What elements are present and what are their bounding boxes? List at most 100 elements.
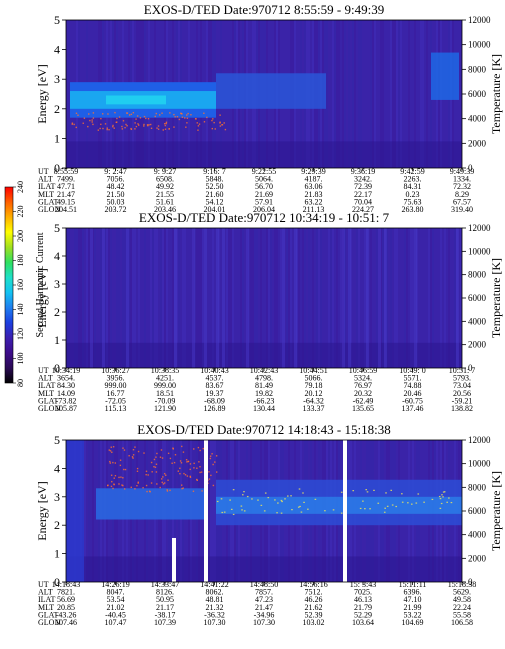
orbit-cell: 135.65 xyxy=(352,404,374,413)
orbit-cell: 57.91 xyxy=(255,197,273,206)
orbit-cell: 103.64 xyxy=(352,618,374,627)
orbit-cell: 204.51 xyxy=(55,205,77,214)
spectrogram xyxy=(66,440,462,582)
orbit-cell: 5793. xyxy=(453,374,471,383)
orbit-cell: 10:44:51 xyxy=(299,366,327,375)
orbit-cell: 21.32 xyxy=(206,603,224,612)
orbit-cell: 126.89 xyxy=(204,404,226,413)
y-tick-label: 5 xyxy=(54,13,60,27)
colorbar-tick-label: 100 xyxy=(16,353,25,365)
orbit-cell: 224.27 xyxy=(352,205,374,214)
orbit-cell: 9:22:55 xyxy=(252,167,276,176)
orbit-cell: 8:55:59 xyxy=(54,167,78,176)
orbit-cell: 5848. xyxy=(206,175,224,184)
orbit-cell: 204.01 xyxy=(204,205,226,214)
orbit-cell: 84.31 xyxy=(404,182,422,191)
y-right-tick-label: 4000 xyxy=(468,530,487,540)
colorbar: 80 100 120 140 160 180 200 220 240 Second Harmon… xyxy=(4,181,46,387)
orbit-cell: 10:51: 7 xyxy=(449,366,475,375)
orbit-cell: 7512. xyxy=(305,588,323,597)
y-right-tick-label: 0 xyxy=(468,163,473,173)
panel-orbit-1: EXOS-D/TED Date:970712 8:55:59 - 9:49:39… xyxy=(35,2,503,214)
orbit-cell: 50.03 xyxy=(107,197,125,206)
orbit-cell: 50.95 xyxy=(156,595,174,604)
orbit-cell: 3242. xyxy=(354,175,372,184)
data-gap xyxy=(204,440,208,582)
orbit-cell: 21.60 xyxy=(206,190,224,199)
y-right-tick-label: 8000 xyxy=(468,64,487,74)
orbit-cell: 14:18:43 xyxy=(52,580,80,589)
colorbar-ticks: 80 100 120 140 160 180 200 220 240 xyxy=(13,181,25,387)
orbit-cell: -60.75 xyxy=(402,396,423,405)
spectrogram xyxy=(66,228,462,368)
orbit-cell: 1334. xyxy=(453,175,471,184)
orbit-cell: -34.96 xyxy=(254,610,275,619)
orbit-cell: 15:18:38 xyxy=(448,580,476,589)
orbit-cell: 53.22 xyxy=(404,610,422,619)
colorbar-strip xyxy=(4,186,14,384)
orbit-cell: 18.51 xyxy=(156,389,174,398)
orbit-cell: -59.21 xyxy=(452,396,473,405)
orbit-cell: -62.49 xyxy=(353,396,374,405)
orbit-row-label: UT xyxy=(38,366,49,375)
y-right-tick-label: 6000 xyxy=(468,89,487,99)
colorbar-tick-label: 240 xyxy=(16,181,25,193)
y-right-tick-label: 2000 xyxy=(468,553,487,563)
orbit-cell: 72.32 xyxy=(453,182,471,191)
orbit-cell: 21.47 xyxy=(255,603,273,612)
y-axis-label: Energy [eV] xyxy=(35,64,49,123)
orbit-cell: 4187. xyxy=(305,175,323,184)
orbit-cell: 5324. xyxy=(354,374,372,383)
orbit-cell: -38.17 xyxy=(155,610,176,619)
y-tick-label: 2 xyxy=(54,305,60,319)
orbit-cell: 107.39 xyxy=(154,618,176,627)
y-right-tick-label: 10000 xyxy=(468,246,491,256)
orbit-cell: 67.57 xyxy=(453,197,471,206)
y-right-tick-label: 0 xyxy=(468,363,473,373)
y-tick-label: 1 xyxy=(54,547,60,561)
panel-title: EXOS-D/TED Date:970712 10:34:19 - 10:51:… xyxy=(139,210,390,225)
orbit-cell: 3654. xyxy=(57,374,75,383)
y-axis-label: Energy [eV] xyxy=(35,268,49,327)
colorbar-tick-label: 140 xyxy=(16,304,25,316)
y-tick-label: 4 xyxy=(54,249,60,263)
orbit-cell: 20.46 xyxy=(404,389,422,398)
orbit-cell: 16.77 xyxy=(107,389,125,398)
orbit-cell: 53.54 xyxy=(107,595,125,604)
orbit-cell: 138.82 xyxy=(451,404,473,413)
y-tick-label: 4 xyxy=(54,43,60,57)
orbit-cell: 56.69 xyxy=(57,595,75,604)
orbit-cell: 10:42:43 xyxy=(250,366,278,375)
y-right-tick-label: 2000 xyxy=(468,138,487,148)
orbit-row-label: GLON xyxy=(38,205,60,214)
spectrogram xyxy=(66,20,462,168)
orbit-cell: 74.88 xyxy=(404,381,422,390)
orbit-cell: -66.23 xyxy=(254,396,275,405)
y-right-tick-label: 12000 xyxy=(468,435,491,445)
panel-title: EXOS-D/TED Date:970712 8:55:59 - 9:49:39 xyxy=(144,2,384,17)
orbit-cell: 7056. xyxy=(107,175,125,184)
orbit-cell: 5571. xyxy=(404,374,422,383)
orbit-cell: -36.32 xyxy=(204,610,225,619)
orbit-cell: 5066. xyxy=(305,374,323,383)
orbit-cell: 21.17 xyxy=(156,603,174,612)
orbit-cell: 999.00 xyxy=(105,381,127,390)
orbit-cell: 104.69 xyxy=(402,618,424,627)
panel-orbit-3: EXOS-D/TED Date:970712 14:18:43 - 15:18:… xyxy=(35,422,503,627)
orbit-cell: 22.24 xyxy=(453,603,471,612)
orbit-cell: 73.04 xyxy=(453,381,471,390)
orbit-cell: 999.00 xyxy=(154,381,176,390)
orbit-cell: 8126. xyxy=(156,588,174,597)
orbit-cell: 21.50 xyxy=(107,190,125,199)
orbit-cell: 21.83 xyxy=(305,190,323,199)
colorbar-label: Second Harmonic Current xyxy=(35,232,46,337)
orbit-cell: 203.72 xyxy=(105,205,127,214)
orbit-row-label: GLAT xyxy=(38,197,59,206)
orbit-cell: 6508. xyxy=(156,175,174,184)
orbit-cell: 83.67 xyxy=(206,381,224,390)
orbit-cell: 55.58 xyxy=(453,610,471,619)
y-tick-label: 3 xyxy=(54,490,60,504)
orbit-row-label: MLT xyxy=(38,389,54,398)
orbit-cell: 10:38:35 xyxy=(151,366,179,375)
